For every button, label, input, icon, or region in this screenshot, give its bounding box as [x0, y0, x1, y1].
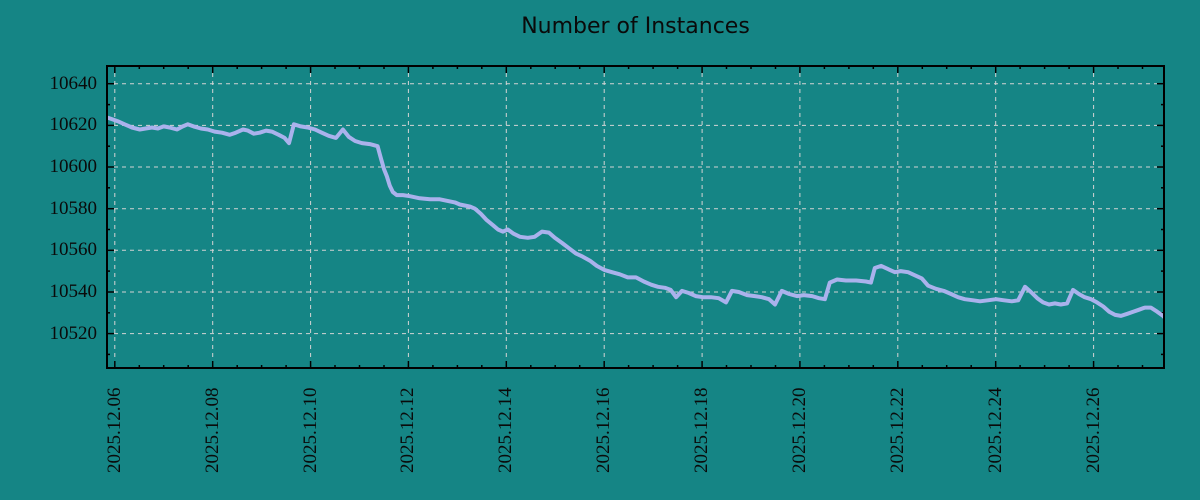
x-axis-tick-label: 2025.12.20 [788, 387, 810, 474]
x-axis-tick-label: 2025.12.18 [691, 387, 713, 474]
x-axis-tick-label: 2025.12.26 [1082, 387, 1104, 474]
y-axis-tick-label: 10540 [49, 280, 98, 302]
x-axis-tick-label: 2025.12.16 [593, 387, 615, 474]
x-axis-tick-label: 2025.12.08 [201, 387, 223, 474]
x-axis-tick-label: 2025.12.24 [984, 387, 1006, 474]
x-axis-tick-label: 2025.12.10 [299, 387, 321, 474]
y-axis-tick-label: 10520 [49, 322, 98, 344]
chart-title: Number of Instances [521, 14, 750, 39]
y-axis-tick-label: 10600 [49, 156, 98, 178]
y-axis-tick-label: 10560 [49, 239, 98, 261]
x-axis-tick-label: 2025.12.12 [397, 387, 419, 474]
plot-area [106, 65, 1165, 369]
plot-svg [106, 65, 1165, 369]
y-axis-tick-label: 10640 [49, 72, 98, 94]
x-axis-tick-label: 2025.12.06 [103, 387, 125, 474]
x-axis-tick-label: 2025.12.14 [495, 387, 517, 474]
x-axis-tick-label: 2025.12.22 [886, 387, 908, 474]
y-axis-tick-label: 10620 [49, 114, 98, 136]
plot-border [106, 65, 1165, 369]
series-line-instances [106, 115, 1165, 320]
y-axis-tick-label: 10580 [49, 197, 98, 219]
